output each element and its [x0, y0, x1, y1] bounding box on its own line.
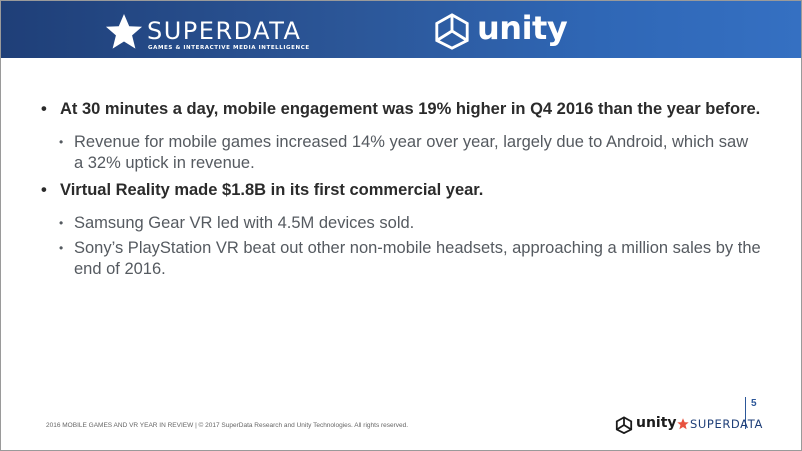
superdata-wordmark: SUPERDATA [147, 17, 302, 45]
star-icon [677, 418, 689, 430]
page-number: 5 [751, 398, 757, 409]
star-icon [105, 13, 143, 49]
bullet-main: • Virtual Reality made $1.8B in its firs… [41, 180, 761, 201]
footer-copyright: 2016 MOBILE GAMES AND VR YEAR IN REVIEW … [46, 422, 409, 429]
footer-superdata-wordmark: SUPERDATA [690, 417, 763, 431]
bullet-sub-text: Sony’s PlayStation VR beat out other non… [74, 239, 761, 278]
footer-superdata-logo: SUPERDATA [677, 416, 767, 434]
footer-unity-logo: unity [615, 415, 677, 435]
bullet-glyph: • [59, 216, 64, 230]
page-number-divider [745, 397, 746, 429]
bullet-glyph: • [41, 100, 47, 118]
bullet-glyph: • [41, 181, 47, 199]
unity-cube-icon [615, 416, 633, 434]
bullet-main-text: Virtual Reality made $1.8B in its first … [60, 181, 484, 199]
unity-wordmark: unity [477, 9, 568, 47]
unity-cube-icon [435, 13, 469, 50]
bullet-main: • At 30 minutes a day, mobile engagement… [41, 99, 761, 120]
footer-unity-wordmark: unity [636, 415, 677, 431]
unity-logo: unity [433, 9, 568, 52]
header-banner: SUPERDATA GAMES & INTERACTIVE MEDIA INTE… [1, 1, 801, 58]
bullet-sub: • Samsung Gear VR led with 4.5M devices … [41, 213, 761, 234]
bullet-sub: • Revenue for mobile games increased 14%… [41, 132, 761, 174]
bullet-glyph: • [59, 135, 64, 149]
superdata-logo: SUPERDATA GAMES & INTERACTIVE MEDIA INTE… [105, 13, 315, 55]
superdata-tagline: GAMES & INTERACTIVE MEDIA INTELLIGENCE [148, 45, 310, 51]
bullet-glyph: • [59, 241, 64, 255]
bullet-sub-text: Samsung Gear VR led with 4.5M devices so… [74, 214, 415, 232]
bullet-sub-text: Revenue for mobile games increased 14% y… [74, 133, 749, 172]
bullet-main-text: At 30 minutes a day, mobile engagement w… [60, 100, 761, 118]
bullet-list: • At 30 minutes a day, mobile engagement… [41, 99, 761, 284]
bullet-sub: • Sony’s PlayStation VR beat out other n… [41, 238, 761, 280]
